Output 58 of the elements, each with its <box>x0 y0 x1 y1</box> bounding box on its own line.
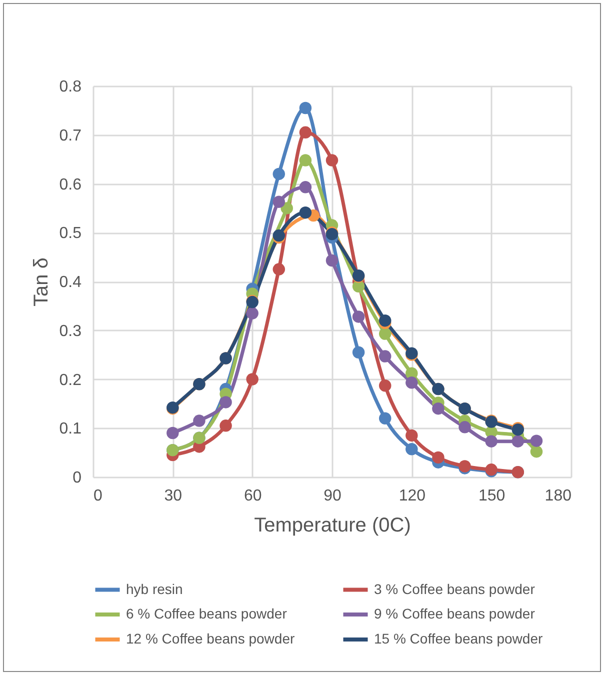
x-tick-label: 90 <box>324 488 342 504</box>
point <box>272 263 286 276</box>
point <box>378 412 392 424</box>
point <box>458 421 471 434</box>
point <box>432 402 444 415</box>
legend-label: 3 % Coffee beans powder <box>374 580 536 597</box>
point <box>299 102 312 114</box>
x-tick-label: 60 <box>244 488 262 504</box>
point <box>299 181 312 194</box>
point <box>512 435 524 448</box>
point <box>352 346 365 358</box>
point <box>193 414 206 427</box>
y-tick-label: 0 <box>72 470 82 486</box>
point <box>246 373 258 386</box>
point <box>485 435 498 448</box>
legend-label: hyb resin <box>126 580 183 597</box>
point <box>378 314 392 327</box>
point <box>378 379 392 392</box>
legend-label: 12 % Coffee beans powder <box>126 630 295 646</box>
point <box>406 443 418 456</box>
point <box>280 202 293 214</box>
y-tick-label: 0.3 <box>59 322 82 340</box>
point <box>220 420 232 432</box>
x-axis-title: Temperature (0C) <box>254 514 411 536</box>
point <box>299 154 312 166</box>
y-tick-label: 0.4 <box>59 274 82 291</box>
point <box>530 434 543 447</box>
y-tick-label: 0.7 <box>59 127 82 144</box>
point <box>220 396 232 408</box>
point <box>406 376 418 389</box>
legend-label: 15 % Coffee beans powder <box>374 630 543 646</box>
point <box>326 254 338 267</box>
y-tick-label: 0.8 <box>59 78 82 96</box>
y-tick-label: 0.6 <box>59 176 82 194</box>
y-axis-title: Tan δ <box>30 258 52 306</box>
point <box>378 328 392 340</box>
y-tick-label: 0.5 <box>59 225 82 242</box>
point <box>272 168 286 180</box>
point <box>246 307 258 320</box>
point <box>432 451 444 464</box>
x-tick-label: 180 <box>544 488 572 504</box>
legend-label: 6 % Coffee beans powder <box>126 606 288 622</box>
x-tick-label: 150 <box>478 488 506 504</box>
point <box>378 350 392 362</box>
point <box>530 445 543 458</box>
y-tick-label: 0.2 <box>59 372 82 389</box>
point <box>352 310 365 323</box>
x-tick-label: 0 <box>94 488 102 504</box>
point <box>299 206 312 219</box>
point <box>166 426 179 440</box>
point <box>326 154 338 166</box>
point <box>299 126 312 139</box>
point <box>406 429 418 442</box>
x-tick-label: 30 <box>164 488 182 504</box>
y-tick-label: 0.1 <box>59 420 82 438</box>
point <box>272 196 286 208</box>
legend-label: 9 % Coffee beans powder <box>374 606 536 622</box>
x-tick-label: 120 <box>398 488 426 504</box>
